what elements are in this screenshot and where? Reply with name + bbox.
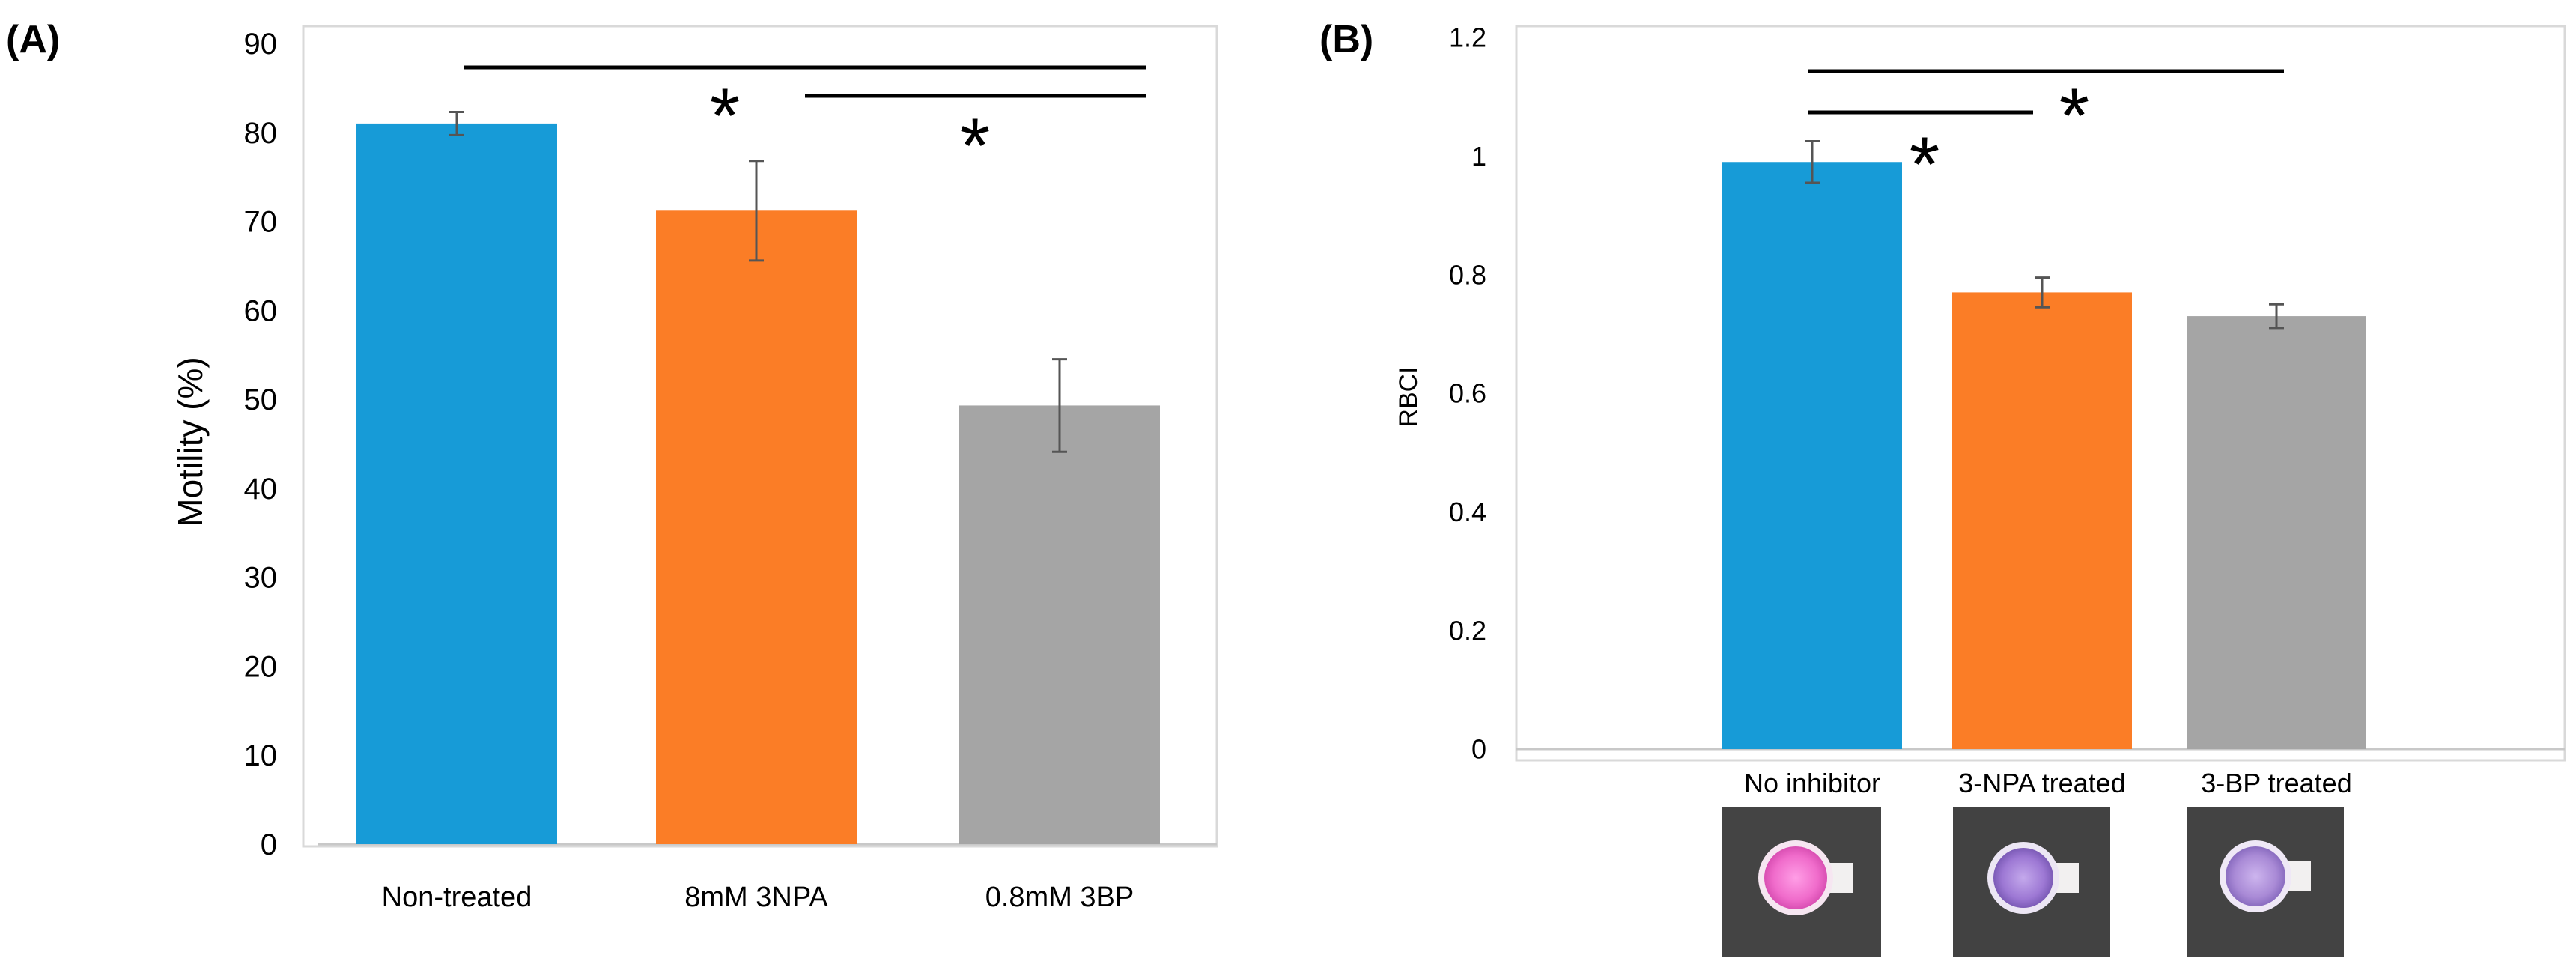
b-error-bar	[2035, 276, 2050, 309]
a-x-tick-label: 0.8mM 3BP	[985, 882, 1134, 913]
chart-b-bars	[1722, 162, 2366, 750]
b-y-tick-label: 1	[1471, 141, 1486, 172]
b-bar	[1952, 292, 2132, 750]
chart-a-plot-frame	[302, 25, 1218, 848]
a-y-tick-label: 30	[244, 562, 278, 595]
a-bar	[356, 123, 557, 844]
chart-a-y-ticks: 0 10 20 30 40 50 60 70 80 90	[244, 28, 278, 861]
a-bar	[959, 405, 1160, 844]
chart-a-significance-star-1: *	[710, 73, 740, 160]
chart-a-bars	[356, 123, 1160, 844]
a-bar	[656, 210, 857, 844]
a-x-tick-label: 8mM 3NPA	[684, 882, 828, 913]
b-y-tick-label: 0.6	[1449, 378, 1486, 409]
well-image-3-bp-treated	[2187, 807, 2344, 957]
b-y-tick-label: 0.8	[1449, 259, 1486, 290]
a-y-tick-label: 10	[244, 739, 278, 772]
chart-b-significance-star-1: *	[1910, 121, 1939, 208]
b-y-tick-label: 0	[1471, 734, 1486, 765]
b-y-tick-label: 0.2	[1449, 615, 1486, 646]
chart-a: Motility (%) 0 10 20 30 40 50 60 70 80 90 Non-tre…	[171, 25, 1218, 913]
chart-b-plot-frame	[1515, 25, 2566, 762]
b-error-bar	[2269, 303, 2284, 330]
chart-b-y-ticks: 0 0.2 0.4 0.6 0.8 1 1.2	[1449, 22, 1486, 765]
a-x-tick-label: Non-treated	[382, 882, 532, 913]
chart-b-significance-star-2: *	[2059, 73, 2089, 160]
a-y-tick-label: 60	[244, 294, 278, 327]
b-x-tick-label: 3-BP treated	[2201, 768, 2351, 798]
well-image-no-inhibitor	[1722, 807, 1881, 957]
panel-label-a: (A)	[6, 18, 60, 61]
chart-b-error-bars	[1805, 140, 2284, 330]
chart-b-y-axis-label: RBCI	[1394, 366, 1423, 427]
a-y-tick-label: 0	[261, 828, 277, 861]
b-bar	[2187, 316, 2366, 749]
a-y-tick-label: 40	[244, 473, 278, 506]
b-y-tick-label: 1.2	[1449, 22, 1486, 53]
chart-b-x-tick-labels: No inhibitor 3-NPA treated 3-BP treated	[1744, 768, 2352, 798]
b-x-tick-label: 3-NPA treated	[1958, 768, 2125, 798]
b-x-tick-label: No inhibitor	[1744, 768, 1880, 798]
panel-label-b: (B)	[1319, 18, 1373, 61]
a-y-tick-label: 90	[244, 28, 278, 61]
b-error-bar	[1805, 140, 1820, 184]
b-y-tick-label: 0.4	[1449, 497, 1486, 527]
a-error-bar	[1052, 358, 1067, 453]
a-y-tick-label: 80	[244, 117, 278, 150]
a-error-bar	[449, 110, 464, 136]
a-y-tick-label: 70	[244, 206, 278, 239]
chart-b: RBCI 0 0.2 0.4 0.6 0.8 1 1.2 No inhibitor 3-NPA…	[1394, 22, 2566, 957]
a-error-bar	[749, 160, 764, 262]
chart-a-y-axis-label: Motility (%)	[171, 357, 210, 527]
a-y-tick-label: 50	[244, 384, 278, 416]
a-y-tick-label: 20	[244, 650, 278, 683]
chart-a-error-bars	[449, 110, 1067, 453]
chart-a-x-tick-labels: Non-treated 8mM 3NPA 0.8mM 3BP	[382, 882, 1134, 913]
well-image-3-npa-treated	[1953, 807, 2110, 957]
b-bar	[1722, 162, 1902, 749]
chart-a-significance-star-2: *	[960, 103, 990, 190]
